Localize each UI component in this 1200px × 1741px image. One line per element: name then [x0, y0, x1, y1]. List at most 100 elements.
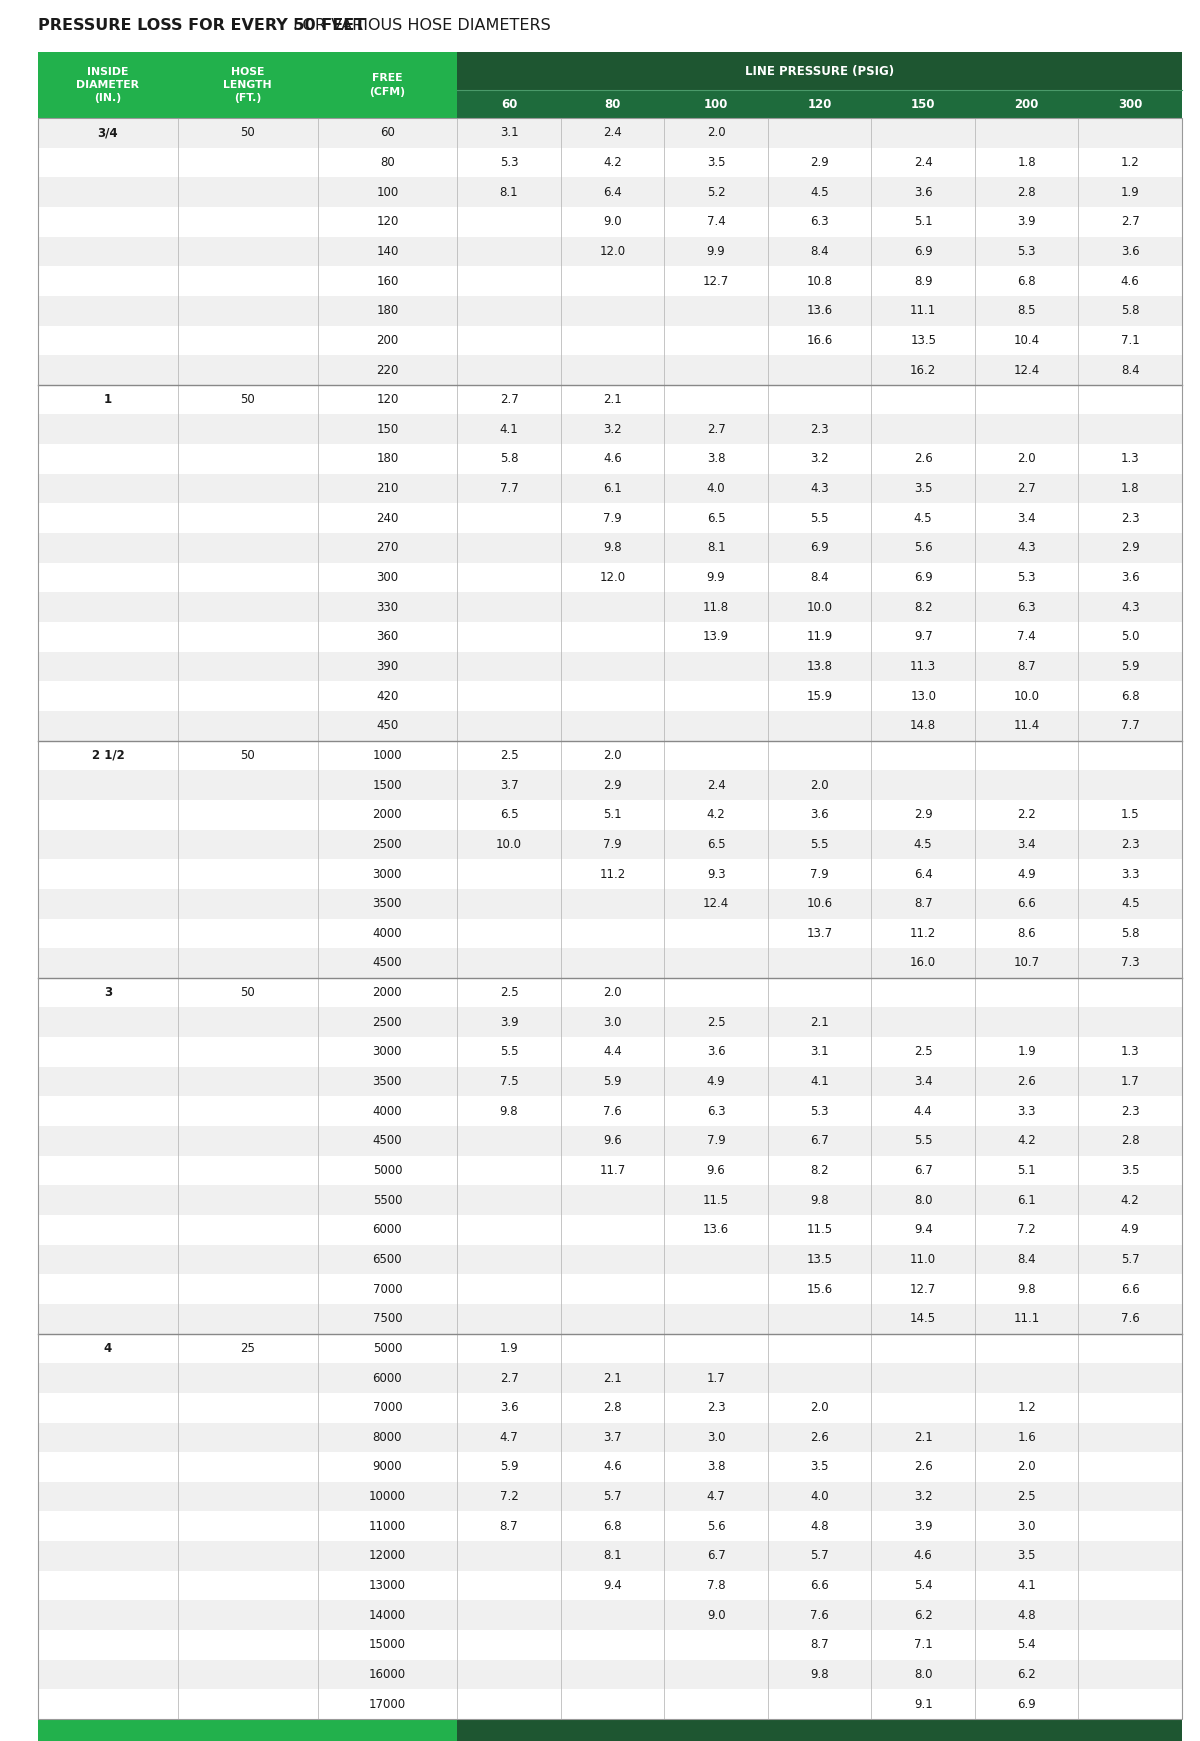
Text: 7000: 7000	[372, 1402, 402, 1414]
Text: 5.0: 5.0	[1121, 630, 1140, 644]
Bar	[38, 651, 1182, 681]
Text: 3.3: 3.3	[1018, 1106, 1036, 1118]
Text: INSIDE
DIAMETER
(IN.): INSIDE DIAMETER (IN.)	[77, 66, 139, 103]
Text: 60: 60	[380, 127, 395, 139]
Text: 80: 80	[605, 97, 620, 110]
Text: 8.1: 8.1	[604, 1549, 622, 1562]
Text: 2.3: 2.3	[1121, 512, 1140, 524]
Text: 4.3: 4.3	[810, 482, 829, 494]
Text: 6.5: 6.5	[707, 837, 726, 851]
Bar	[38, 237, 1182, 266]
Text: 6.7: 6.7	[914, 1165, 932, 1177]
Text: 6500: 6500	[372, 1254, 402, 1266]
Text: 9.8: 9.8	[1018, 1283, 1036, 1295]
Text: 8.4: 8.4	[1018, 1254, 1036, 1266]
Text: 4500: 4500	[372, 1135, 402, 1147]
Text: 3.3: 3.3	[1121, 867, 1140, 881]
Text: 200: 200	[377, 334, 398, 346]
Text: 16.2: 16.2	[910, 364, 936, 376]
Text: 4.5: 4.5	[1121, 897, 1140, 911]
Bar	[38, 503, 1182, 533]
Text: 2000: 2000	[372, 985, 402, 999]
Text: 8.7: 8.7	[499, 1520, 518, 1532]
Text: 3.6: 3.6	[499, 1402, 518, 1414]
Text: 16.0: 16.0	[910, 956, 936, 970]
Text: 4.9: 4.9	[1121, 1224, 1140, 1236]
Bar	[38, 1718, 457, 1741]
Text: 1.3: 1.3	[1121, 453, 1140, 465]
Text: 3.1: 3.1	[499, 127, 518, 139]
Text: 7.4: 7.4	[707, 216, 726, 228]
Bar	[38, 1393, 1182, 1422]
Text: 13.7: 13.7	[806, 926, 833, 940]
Bar	[38, 1304, 1182, 1334]
Bar	[38, 592, 1182, 622]
Text: 2.5: 2.5	[914, 1045, 932, 1059]
Text: 2.0: 2.0	[1018, 453, 1036, 465]
Text: 3.5: 3.5	[1018, 1549, 1036, 1562]
Text: 5.1: 5.1	[1018, 1165, 1036, 1177]
Text: 8.4: 8.4	[810, 571, 829, 583]
Text: 5.9: 5.9	[1121, 660, 1140, 674]
Text: 1500: 1500	[372, 778, 402, 792]
Text: 16000: 16000	[368, 1668, 406, 1682]
Text: 1.6: 1.6	[1018, 1431, 1036, 1443]
Text: 2.0: 2.0	[604, 985, 622, 999]
Bar	[38, 1186, 1182, 1215]
Bar	[38, 207, 1182, 237]
Text: 3.0: 3.0	[1018, 1520, 1036, 1532]
Text: 3.2: 3.2	[914, 1490, 932, 1502]
Text: 9.7: 9.7	[914, 630, 932, 644]
Text: 80: 80	[380, 157, 395, 169]
Text: 5.1: 5.1	[604, 808, 622, 822]
Text: 7.5: 7.5	[499, 1074, 518, 1088]
Bar	[38, 148, 1182, 178]
Text: 360: 360	[377, 630, 398, 644]
Text: 1000: 1000	[372, 749, 402, 763]
Text: 2.7: 2.7	[1121, 216, 1140, 228]
Text: 5.5: 5.5	[810, 837, 829, 851]
Bar	[38, 1156, 1182, 1186]
Text: FOR VARIOUS HOSE DIAMETERS: FOR VARIOUS HOSE DIAMETERS	[288, 17, 551, 33]
Text: 2.7: 2.7	[499, 1372, 518, 1384]
Text: 3.9: 3.9	[499, 1015, 518, 1029]
Text: 7.6: 7.6	[604, 1106, 622, 1118]
Text: 3.5: 3.5	[707, 157, 725, 169]
Text: 4.4: 4.4	[914, 1106, 932, 1118]
Text: 2500: 2500	[372, 837, 402, 851]
Text: 11.0: 11.0	[910, 1254, 936, 1266]
Text: 3.6: 3.6	[810, 808, 829, 822]
Text: 3500: 3500	[373, 897, 402, 911]
Text: 4.5: 4.5	[810, 186, 829, 198]
Text: 6.4: 6.4	[914, 867, 932, 881]
Text: 9.0: 9.0	[707, 1609, 726, 1621]
Text: 2.4: 2.4	[914, 157, 932, 169]
Text: 4500: 4500	[372, 956, 402, 970]
Text: 14.5: 14.5	[910, 1313, 936, 1325]
Text: 2.8: 2.8	[1018, 186, 1036, 198]
Text: 3.5: 3.5	[914, 482, 932, 494]
Bar	[38, 1541, 1182, 1570]
Text: 1.7: 1.7	[707, 1372, 726, 1384]
Text: 6.2: 6.2	[1018, 1668, 1036, 1682]
Text: HOSE
LENGTH
(FT.): HOSE LENGTH (FT.)	[223, 66, 272, 103]
Text: 17000: 17000	[368, 1697, 406, 1711]
Text: 2.9: 2.9	[604, 778, 622, 792]
Text: 8.2: 8.2	[914, 601, 932, 613]
Text: 13.5: 13.5	[806, 1254, 833, 1266]
Text: 3.2: 3.2	[604, 423, 622, 435]
Text: 240: 240	[377, 512, 398, 524]
Text: 2.3: 2.3	[810, 423, 829, 435]
Text: 3.6: 3.6	[707, 1045, 726, 1059]
Bar	[38, 1689, 1182, 1718]
Text: 120: 120	[377, 393, 398, 406]
Text: 12.7: 12.7	[703, 275, 730, 287]
Text: 11.1: 11.1	[1014, 1313, 1040, 1325]
Text: 1.5: 1.5	[1121, 808, 1140, 822]
Text: 5.4: 5.4	[1018, 1638, 1036, 1652]
Text: 200: 200	[1014, 97, 1039, 110]
Text: 6.5: 6.5	[707, 512, 726, 524]
Text: 5.3: 5.3	[1018, 571, 1036, 583]
Text: 5.5: 5.5	[810, 512, 829, 524]
Text: 6.6: 6.6	[1018, 897, 1036, 911]
